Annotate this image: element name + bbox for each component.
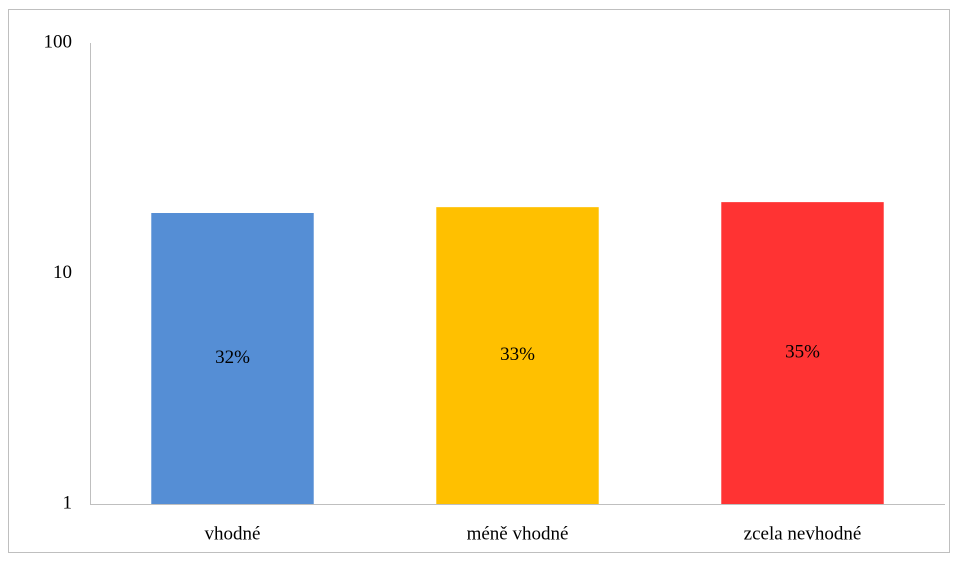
data-label: 32% (215, 347, 250, 368)
x-tick-label: méně vhodné (467, 523, 569, 544)
bar (151, 213, 314, 505)
y-tick-label: 10 (53, 262, 72, 283)
data-label: 35% (785, 341, 820, 362)
y-tick-label: 100 (44, 31, 73, 52)
bar (721, 202, 884, 504)
x-tick-label: zcela nevhodné (744, 523, 862, 544)
data-label: 33% (500, 344, 535, 365)
x-tick-label: vhodné (205, 523, 261, 544)
bar (436, 207, 599, 505)
y-tick-label: 1 (63, 492, 73, 513)
